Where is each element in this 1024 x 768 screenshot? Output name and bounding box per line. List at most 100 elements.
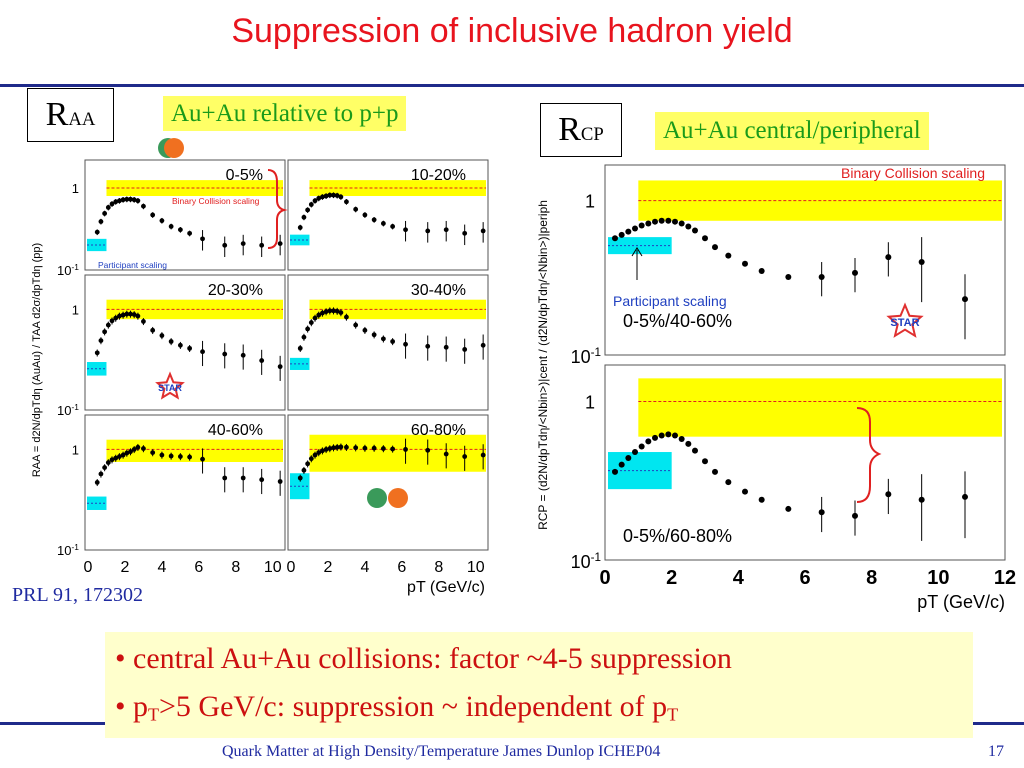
raa-ytick-label: 1 (72, 442, 79, 457)
raa-xtick-label: 8 (231, 559, 240, 576)
raa-data-point (200, 456, 205, 462)
raa-data-point (390, 339, 396, 344)
slide-title: Suppression of inclusive hadron yield (231, 12, 793, 50)
rcp-arrow-head (631, 247, 643, 257)
raa-data-point (323, 193, 329, 199)
raa-data-point (320, 194, 325, 200)
raa-data-point (308, 202, 314, 207)
raa-data-point (135, 313, 141, 319)
raa-data-point (305, 326, 311, 332)
raa-data-point (425, 228, 431, 234)
bullet-2: • pT>5 GeV/c: suppression ~ independent … (115, 690, 678, 726)
raa-chart: 0-5% 1 10-1 Binary Collision scaling Partici… (31, 138, 489, 596)
raa-data-point (105, 205, 111, 210)
rcp-ytick-label: 1 (585, 393, 595, 413)
raa-xtick-label: 10 (264, 559, 282, 576)
raa-data-point (462, 230, 468, 236)
raa-xtick-label: 10 (467, 559, 485, 576)
rcp-xtick-label: 2 (666, 567, 677, 589)
footer-text: Quark Matter at High Density/Temperature… (222, 743, 661, 760)
rcp-data-point (618, 461, 625, 468)
raa-data-point (380, 221, 386, 226)
rcp-data-point (645, 220, 652, 227)
raa-data-point (120, 452, 126, 458)
raa-nucleus-orange-icon (164, 138, 184, 158)
raa-data-point (316, 312, 322, 318)
raa-banner: Au+Au relative to p+p (163, 96, 407, 131)
raa-panel-label: 40-60% (208, 422, 263, 439)
raa-panel-label: 30-40% (411, 282, 466, 299)
bullet-2-text-a: • p (115, 690, 149, 723)
raa-data-point (98, 338, 104, 343)
raa-data-point (443, 344, 449, 350)
raa-data-point (277, 364, 283, 370)
rcp-data-point (625, 455, 632, 462)
raa-data-point (109, 318, 115, 324)
rcp-data-point (638, 222, 645, 229)
raa-binary-band (106, 439, 283, 462)
raa-nucleus-orange-icon-2 (388, 488, 408, 508)
raa-ytick-label: 10-1 (57, 542, 79, 558)
rcp-label-box: RCP (540, 103, 622, 157)
rcp-star-logo-icon (886, 302, 924, 338)
raa-data-point (102, 465, 108, 470)
raa-data-point (327, 446, 333, 451)
raa-data-point (102, 211, 108, 216)
raa-data-point (222, 351, 228, 357)
rcp-data-point (645, 438, 652, 445)
raa-data-point (187, 230, 193, 236)
rcp-subscript: CP (580, 124, 604, 145)
rcp-xtick-label: 4 (733, 567, 745, 589)
raa-binary-band (309, 434, 486, 472)
rcp-data-point (612, 235, 618, 242)
raa-data-point (331, 192, 336, 198)
raa-data-point (124, 311, 130, 317)
raa-data-point (301, 467, 307, 473)
rcp-data-point (685, 223, 692, 230)
rcp-data-point (632, 449, 638, 456)
raa-label-box: RAA (27, 88, 114, 142)
raa-subscript: AA (68, 109, 96, 130)
raa-data-point (362, 212, 368, 218)
rcp-data-point (638, 443, 645, 450)
rcp-xtick-label: 12 (994, 567, 1016, 589)
raa-data-point (301, 214, 307, 220)
rcp-data-point (678, 436, 685, 443)
rcp-participant-label: Participant scaling (613, 293, 727, 309)
raa-panel-frame (287, 159, 489, 271)
rcp-yaxis-title: RCP = (d2N/dpTdη/<Nbin>)|cent / (d2N/dpT… (536, 200, 550, 530)
raa-data-point (323, 309, 329, 315)
rcp-data-point (702, 235, 708, 242)
raa-data-point (331, 445, 336, 451)
raa-data-point (131, 447, 137, 452)
raa-binary-label: Binary Collision scaling (172, 196, 260, 206)
raa-data-point (353, 322, 359, 328)
rcp-participant-band (608, 237, 672, 255)
raa-data-point (403, 227, 408, 233)
raa-brace (267, 169, 288, 249)
raa-data-point (200, 236, 205, 242)
bullet-box: • central Au+Au collisions: factor ~4-5 … (105, 632, 973, 738)
raa-xtick-label: 2 (120, 559, 129, 576)
raa-xtick-label: 6 (194, 559, 203, 576)
raa-data-point (425, 343, 431, 349)
raa-data-point (94, 229, 100, 235)
raa-star-text: STAR (158, 383, 182, 393)
page-number: 17 (988, 743, 1004, 760)
raa-data-point (240, 475, 246, 481)
raa-data-point (403, 341, 408, 347)
rcp-ytick-label: 1 (585, 192, 595, 212)
rcp-data-point (658, 432, 665, 439)
rcp-data-point (885, 491, 892, 498)
raa-data-point (105, 460, 111, 465)
raa-data-point (113, 199, 119, 205)
raa-data-point (109, 457, 115, 463)
rcp-data-point (678, 220, 685, 227)
raa-data-point (102, 329, 108, 335)
raa-data-point (320, 310, 325, 316)
raa-panel-label: 0-5% (226, 167, 263, 184)
rcp-chart: 0-5%/40-60% 1 10-1 0-5%/60-80% 1 10-1 Binary C… (536, 164, 1016, 612)
rcp-data-point (852, 269, 858, 276)
raa-data-point (128, 449, 133, 455)
raa-data-point (312, 198, 318, 204)
